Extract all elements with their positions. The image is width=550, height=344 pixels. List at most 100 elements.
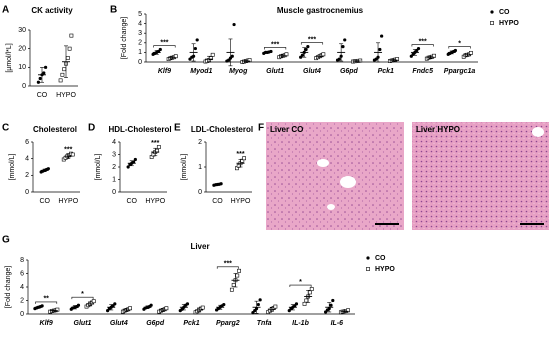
significance-bracket <box>289 284 312 288</box>
significance-bracket <box>300 42 324 45</box>
data-point <box>44 65 48 69</box>
x-tick-label: IL-6 <box>331 320 344 327</box>
y-axis-label: [Fold change] <box>5 266 12 308</box>
legend-label: HYPO <box>499 20 519 27</box>
significance-label: *** <box>64 147 72 154</box>
y-tick-label: 0 <box>112 189 116 196</box>
chart-title: CK activity <box>31 6 73 15</box>
significance-bracket <box>411 44 434 47</box>
histology-image <box>412 122 549 230</box>
data-point <box>337 57 341 61</box>
data-point <box>222 302 226 307</box>
legend-marker <box>366 256 370 260</box>
data-point <box>306 45 310 49</box>
histology-image <box>266 122 404 230</box>
data-point <box>256 302 260 307</box>
vessel <box>317 159 329 167</box>
data-point <box>67 46 72 51</box>
data-point <box>69 33 74 38</box>
data-point <box>58 78 63 83</box>
data-point <box>158 47 162 52</box>
x-tick-label: HYPO <box>231 198 251 205</box>
y-tick-label: 0 <box>25 189 29 196</box>
data-point <box>46 167 50 171</box>
y-tick-label: 6 <box>25 139 29 146</box>
data-point <box>65 56 70 60</box>
data-point <box>230 54 234 58</box>
chart-title: Liver <box>190 242 209 251</box>
data-point <box>131 160 136 164</box>
y-tick-label: 2 <box>20 297 24 304</box>
image-label: Liver HYPO <box>416 125 460 134</box>
x-tick-label: HYPO <box>56 92 76 99</box>
y-tick-label: 8 <box>20 257 24 264</box>
x-tick-label: Tnfa <box>257 320 272 327</box>
vessel <box>327 204 335 210</box>
x-tick-label: Klf9 <box>40 320 53 327</box>
data-point <box>380 34 384 38</box>
y-tick-label: 4 <box>138 20 142 27</box>
significance-label: * <box>81 291 84 298</box>
significance-label: * <box>458 40 461 47</box>
legend-marker <box>490 21 494 25</box>
y-tick-label: 2 <box>112 164 116 171</box>
y-tick-label: 0 <box>198 189 202 196</box>
x-tick-label: Glut4 <box>303 68 321 75</box>
significance-label: *** <box>308 36 316 43</box>
panel-letter: C <box>2 123 9 134</box>
y-axis-label: [mmol/L] <box>95 154 102 181</box>
y-axis-label: [Fold change] <box>121 17 128 59</box>
panel-letter: F <box>258 123 264 134</box>
data-point <box>55 307 60 312</box>
chart-title: Muscle gastrocnemius <box>277 6 364 15</box>
y-tick-label: 10 <box>18 64 26 71</box>
data-point <box>258 298 262 302</box>
panel-letter: G <box>2 235 10 246</box>
legend-label: HYPO <box>375 266 395 273</box>
x-tick-label: Pck1 <box>378 68 394 75</box>
x-tick-label: CO <box>40 198 51 205</box>
vessel <box>340 176 356 188</box>
y-tick-label: 4 <box>20 284 24 291</box>
x-tick-label: G6pd <box>340 68 359 75</box>
y-axis-label: [mmol/L] <box>9 154 16 181</box>
y-tick-label: 0 <box>138 59 142 66</box>
data-point <box>193 46 197 51</box>
data-point <box>304 298 309 303</box>
data-point <box>91 299 96 304</box>
data-point <box>358 58 363 63</box>
data-point <box>378 47 382 52</box>
panel-letter: A <box>2 5 9 16</box>
x-tick-label: Klf9 <box>158 68 171 75</box>
y-tick-label: 0 <box>20 311 24 318</box>
data-point <box>164 306 169 311</box>
significance-label: *** <box>160 39 168 46</box>
x-tick-label: CO <box>37 92 48 99</box>
x-tick-label: Glut4 <box>110 320 128 327</box>
data-point <box>331 298 335 303</box>
data-point <box>308 290 312 295</box>
significance-label: *** <box>236 151 244 158</box>
data-point <box>304 47 308 52</box>
data-point <box>229 287 234 292</box>
x-tick-label: Ppargc1a <box>444 68 476 75</box>
y-tick-label: 1 <box>112 176 116 183</box>
y-tick-label: 1 <box>198 164 202 171</box>
x-tick-label: CO <box>127 198 138 205</box>
x-tick-label: Pck1 <box>183 320 199 327</box>
x-tick-label: Glut1 <box>266 68 284 75</box>
significance-label: ** <box>43 296 49 303</box>
data-point <box>469 50 473 55</box>
data-point <box>237 268 241 273</box>
significance-bracket <box>264 47 287 50</box>
chart-title: LDL-Cholesterol <box>191 125 253 134</box>
data-point <box>200 305 205 310</box>
x-tick-label: Fndc5 <box>412 68 433 75</box>
image-label: Liver CO <box>270 125 303 134</box>
y-axis-label: [µmol/l*L] <box>6 43 13 72</box>
data-point <box>128 306 132 311</box>
data-point <box>38 76 42 81</box>
y-tick-label: 2 <box>138 40 142 47</box>
y-tick-label: 3 <box>112 151 116 158</box>
data-point <box>113 302 117 306</box>
